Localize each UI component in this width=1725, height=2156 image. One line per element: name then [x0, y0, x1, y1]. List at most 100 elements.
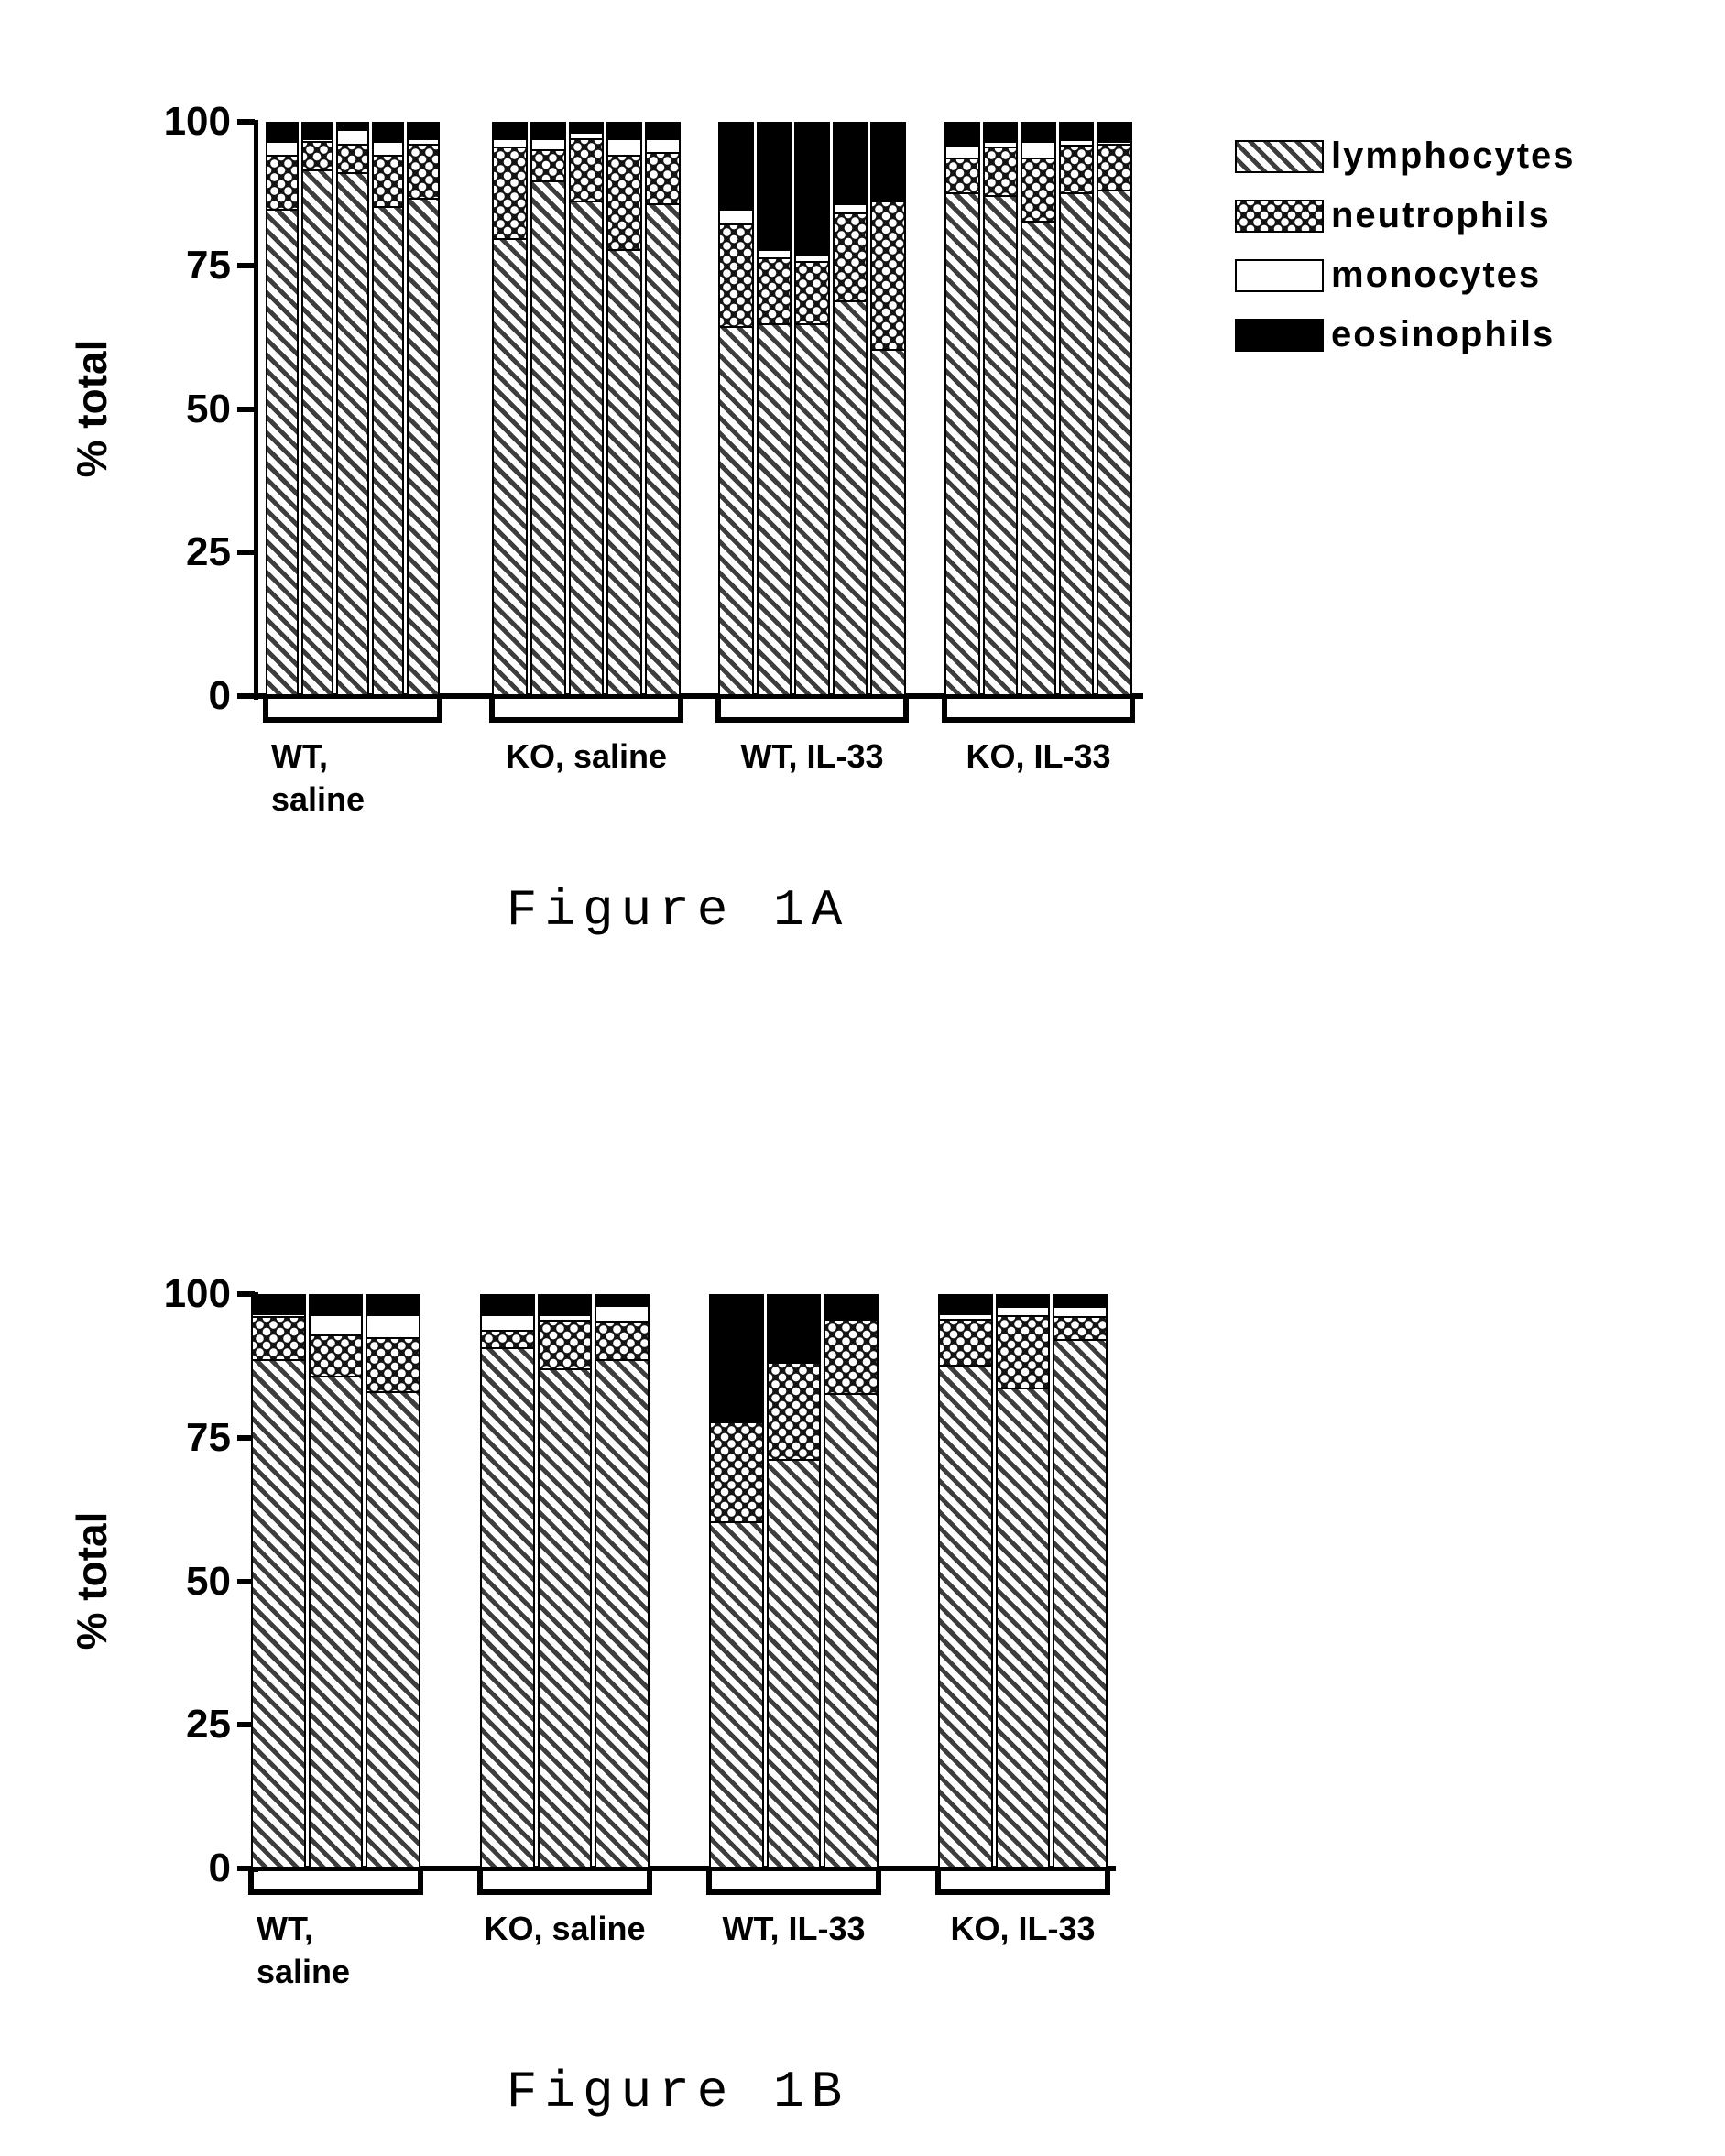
segment-neutrophils	[253, 1315, 304, 1359]
segment-eosinophils	[367, 1296, 420, 1314]
legend-item-eosinophils: eosinophils	[1235, 314, 1576, 355]
group-bracket	[935, 1871, 1110, 1895]
segment-monocytes	[253, 1312, 304, 1316]
y-tick-label: 50	[186, 386, 231, 431]
group-label: KO, IL-33	[950, 1910, 1096, 1947]
segment-neutrophils	[409, 143, 438, 198]
segment-lymphocytes	[720, 326, 752, 694]
segment-neutrophils	[267, 155, 297, 210]
segment-monocytes	[940, 1312, 991, 1319]
y-tick	[237, 1722, 255, 1728]
y-tick	[237, 1291, 255, 1297]
y-axis-line	[254, 120, 258, 700]
stacked-bar	[832, 122, 868, 696]
legend-item-lymphocytes: lymphocytes	[1235, 136, 1576, 177]
segment-lymphocytes	[796, 323, 828, 694]
stacked-bar	[938, 1294, 993, 1868]
segment-neutrophils	[1054, 1315, 1107, 1339]
stacked-bar	[266, 122, 299, 696]
segment-neutrophils	[768, 1361, 820, 1459]
segment-eosinophils	[1098, 124, 1130, 141]
segment-monocytes	[720, 209, 752, 224]
stacked-bar	[492, 122, 528, 696]
segment-eosinophils	[409, 124, 438, 138]
segment-lymphocytes	[608, 249, 641, 694]
segment-eosinophils	[834, 124, 867, 204]
segment-lymphocytes	[946, 191, 978, 694]
segment-monocytes	[310, 1313, 362, 1334]
stacked-bar	[756, 122, 792, 696]
segment-lymphocytes	[409, 198, 438, 694]
segment-neutrophils	[1060, 145, 1093, 192]
segment-monocytes	[796, 255, 828, 261]
stacked-bar	[371, 122, 405, 696]
segment-lymphocytes	[872, 349, 904, 694]
segment-neutrophils	[940, 1318, 991, 1365]
stacked-bar	[1058, 122, 1095, 696]
segment-lymphocytes	[825, 1392, 878, 1867]
segment-eosinophils	[796, 124, 828, 256]
segment-neutrophils	[1022, 158, 1054, 221]
segment-neutrophils	[539, 1320, 591, 1369]
bar-group	[492, 122, 681, 696]
x-axis-baseline	[237, 1866, 1116, 1871]
stacked-bar	[944, 122, 980, 696]
segment-lymphocytes	[267, 209, 297, 694]
group-bracket	[706, 1871, 881, 1895]
y-tick-label: 0	[208, 1846, 231, 1890]
segment-lymphocytes	[539, 1368, 591, 1867]
segment-eosinophils	[1054, 1296, 1107, 1307]
stacked-bar	[308, 1294, 364, 1868]
y-tick-label: 25	[186, 529, 231, 575]
segment-neutrophils	[570, 137, 603, 201]
bar-group	[266, 122, 440, 696]
legend-label: monocytes	[1331, 255, 1542, 295]
segment-neutrophils	[720, 223, 752, 327]
segment-monocytes	[608, 137, 641, 156]
y-tick	[237, 1434, 255, 1441]
segment-eosinophils	[267, 124, 297, 141]
stacked-bar	[995, 1294, 1051, 1868]
segment-neutrophils	[997, 1314, 1049, 1388]
stacked-bar	[1097, 122, 1132, 696]
segment-monocytes	[1022, 140, 1054, 158]
stacked-bar	[366, 1294, 421, 1868]
segment-monocytes	[946, 145, 978, 158]
segment-lymphocytes	[711, 1521, 762, 1867]
bar-group	[938, 1294, 1108, 1868]
segment-lymphocytes	[494, 237, 526, 694]
neutrophils-swatch-icon	[1235, 199, 1324, 233]
group-label: WT, saline	[271, 737, 366, 818]
segment-neutrophils	[872, 201, 904, 350]
segment-monocytes	[539, 1313, 591, 1321]
stacked-bar	[718, 122, 754, 696]
group-bracket	[248, 1871, 423, 1895]
stacked-bar	[568, 122, 605, 696]
segment-neutrophils	[531, 149, 564, 181]
segment-lymphocytes	[570, 201, 603, 694]
segment-lymphocytes	[531, 180, 564, 694]
segment-monocytes	[1098, 140, 1130, 144]
segment-eosinophils	[608, 124, 641, 138]
bar-group	[480, 1294, 650, 1868]
y-tick	[237, 119, 255, 125]
segment-monocytes	[373, 140, 403, 156]
segment-neutrophils	[302, 140, 333, 169]
y-tick	[237, 1578, 255, 1584]
segment-eosinophils	[946, 124, 978, 146]
segment-eosinophils	[1060, 124, 1093, 139]
segment-neutrophils	[796, 260, 828, 324]
segment-neutrophils	[310, 1334, 362, 1377]
group-bracket	[477, 1871, 652, 1895]
segment-monocytes	[758, 249, 791, 258]
figure-1b-caption: Figure 1B	[506, 2063, 850, 2121]
segment-lymphocytes	[768, 1458, 820, 1867]
y-tick-label: 0	[208, 673, 231, 718]
segment-eosinophils	[758, 124, 791, 250]
segment-eosinophils	[302, 124, 333, 138]
group-label: KO, saline	[505, 737, 668, 775]
segment-neutrophils	[825, 1318, 878, 1393]
segment-lymphocytes	[338, 171, 367, 694]
segment-monocytes	[1060, 138, 1093, 146]
